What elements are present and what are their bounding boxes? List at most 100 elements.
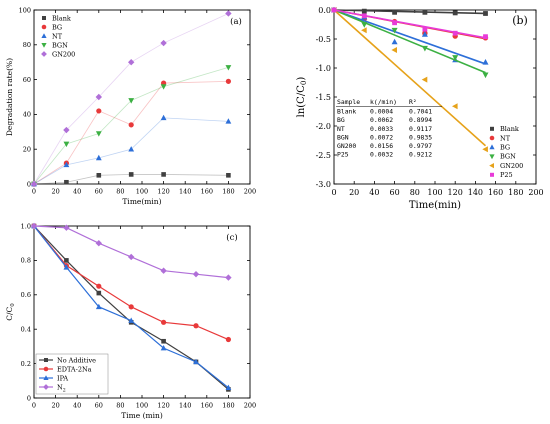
data-point [482,72,489,79]
series-gn200 [30,10,232,188]
table-cell: 0.0032 [370,151,393,159]
data-point [192,270,200,278]
x-axis-label: Time(min) [122,197,161,206]
legend-item: N2 [39,383,66,393]
legend-label: Blank [52,14,71,22]
legend-item: GN200 [41,50,75,58]
x-tick-label: 20 [51,402,59,410]
data-point [452,10,458,16]
data-point [193,323,199,329]
x-tick-label: 200 [244,402,256,410]
data-point [63,264,70,270]
data-point [95,131,102,137]
table-cell: 0.0033 [370,125,393,133]
data-point [63,141,70,148]
legend-label: BG [500,144,510,152]
data-point [63,161,70,168]
series-line [33,225,229,279]
legend-marker [43,366,49,372]
data-point [96,108,102,114]
x-tick-label: 120 [157,188,169,196]
legend-marker [44,358,48,362]
legend-marker [489,163,494,169]
data-point [63,126,70,134]
data-point [391,38,398,45]
data-point [391,47,397,54]
data-point [225,384,232,390]
data-point [160,345,167,351]
legend-label: BGN [52,41,68,49]
legend-marker [41,33,47,38]
x-tick-label: 80 [116,402,124,410]
data-point [128,317,135,323]
data-point [225,78,231,84]
data-point [30,222,38,230]
x-axis-label: Time (min) [121,411,163,420]
series-line [33,67,229,185]
data-point [128,172,134,177]
x-tick-label: 40 [369,188,379,197]
x-tick-label: 80 [410,188,420,197]
data-point [422,9,428,15]
series-bg [31,78,231,187]
data-point [128,253,135,261]
legend-item: IPA [39,374,68,382]
y-tick-label: 40 [23,111,31,119]
legend-item: BG [41,23,62,31]
data-point [225,118,232,124]
x-tick-label: 140 [179,402,191,410]
data-point [392,9,397,15]
table-cell: 0.0004 [370,108,393,116]
legend-marker [41,51,47,57]
data-point [95,154,102,161]
legend-marker [41,43,47,48]
x-tick-label: 160 [488,188,503,197]
y-tick-label: 0.8 [21,257,31,265]
series-gn200 [330,7,488,153]
data-point [193,358,199,365]
y-axis-label: C/C0 [5,303,16,321]
data-point [160,39,167,47]
y-tick-label: -2.5 [316,151,331,160]
x-tick-label: 60 [95,402,103,410]
legend-item: BGN [489,153,516,161]
table-cell: 0.9835 [409,133,432,141]
data-point [128,59,135,66]
series-line [33,174,229,185]
legend-marker [490,126,494,131]
chart-panel-2: 0 20 40 60 80 100 120 140 160 180 200 0.0 -0.5 -1.0 -1… [296,6,544,211]
panel-label: (c) [226,232,237,243]
data-point [452,30,458,36]
y-tick-label: 0.4 [21,325,31,333]
series-line [33,117,229,185]
data-point [361,8,367,14]
series-n2 [30,222,232,281]
x-axis-label: Time(min) [409,200,461,211]
data-point [161,338,166,344]
data-point [361,22,368,28]
legend-marker [489,154,495,160]
y-tick-label: -2.0 [316,122,331,131]
series-nt [31,114,232,187]
x-tick-label: 120 [157,402,169,410]
x-tick-label: 160 [201,402,213,410]
data-point [96,283,102,289]
x-tick-label: 40 [73,188,81,196]
table-header-cell: R² [409,98,417,106]
table-cell: Blank [337,108,356,116]
legend-label: NT [52,32,63,40]
legend-marker [43,375,49,380]
y-tick-label: 60 [23,76,31,84]
data-point [95,93,102,101]
legend-item: NT [489,134,511,142]
x-tick-label: 180 [508,188,523,197]
legend-label: GN200 [500,162,523,170]
data-point [225,10,232,17]
x-tick-label: 100 [136,402,148,410]
data-point [64,258,69,263]
x-tick-label: 0 [32,188,36,196]
series-p25 [331,7,488,40]
